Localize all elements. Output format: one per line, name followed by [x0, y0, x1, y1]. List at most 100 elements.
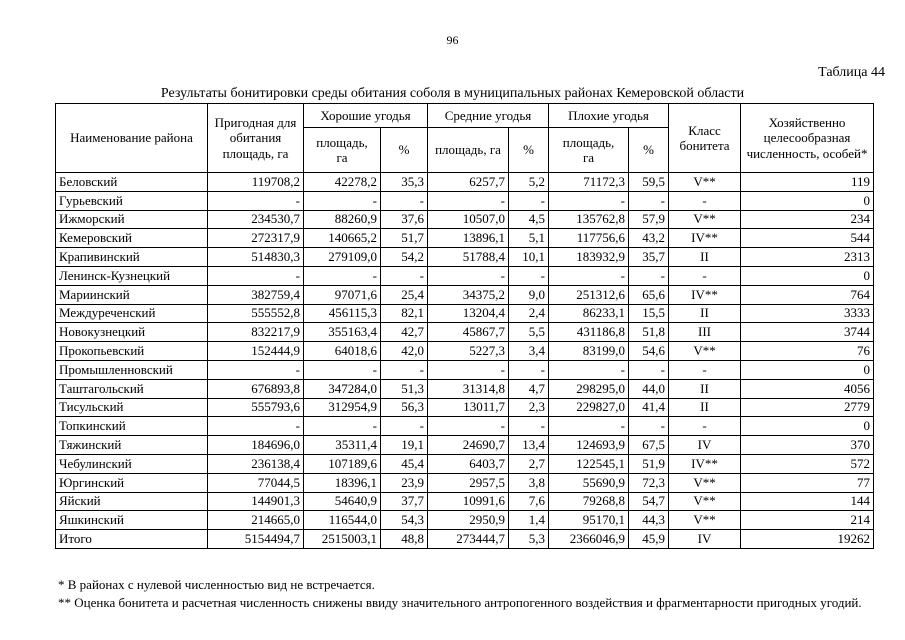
district-name: Гурьевский — [55, 190, 208, 211]
medium-area: 45867,7 — [427, 322, 509, 343]
header-poor-percent: % — [628, 127, 670, 173]
bonitet-class: IV** — [668, 453, 742, 474]
suitable-area: 5154494,7 — [207, 529, 304, 549]
district-name: Яйский — [55, 491, 208, 512]
footnotes: * В районах с нулевой численностью вид н… — [58, 576, 888, 612]
medium-area: 13896,1 — [427, 228, 509, 249]
poor-percent: - — [628, 359, 670, 380]
bonitet-class: IV** — [668, 284, 742, 305]
medium-area: - — [427, 190, 509, 211]
good-percent: 23,9 — [380, 472, 428, 493]
poor-percent: 51,8 — [628, 322, 670, 343]
header-good-percent: % — [380, 127, 428, 173]
good-percent: 42,7 — [380, 322, 428, 343]
economic-number: 119 — [740, 172, 875, 192]
good-area: 456115,3 — [303, 303, 381, 324]
district-name: Таштагольский — [55, 378, 208, 399]
total-row: Итого 5154494,7 2515003,1 48,8 273444,7 5,3 23… — [55, 529, 875, 549]
medium-area: 13204,4 — [427, 303, 509, 324]
poor-percent: 44,3 — [628, 510, 670, 531]
economic-number: 2313 — [740, 247, 875, 267]
bonitet-class: IV** — [668, 228, 742, 249]
suitable-area: 236138,4 — [207, 453, 304, 474]
medium-area: 6403,7 — [427, 453, 509, 474]
district-name: Новокузнецкий — [55, 322, 208, 343]
medium-area: 273444,7 — [427, 529, 509, 549]
page-number: 96 — [446, 33, 459, 47]
bonitet-class: V** — [668, 510, 742, 531]
suitable-area: 555793,6 — [207, 397, 304, 418]
suitable-area: - — [207, 190, 304, 211]
poor-percent: 65,6 — [628, 284, 670, 305]
district-name: Прокопьевский — [55, 341, 208, 361]
medium-area: 13011,7 — [427, 397, 509, 418]
medium-percent: 10,1 — [507, 247, 550, 267]
poor-percent: 54,7 — [628, 491, 670, 512]
header-poor-area: площадь, га — [548, 127, 630, 173]
district-name: Крапивинский — [55, 247, 208, 267]
medium-percent: 1,4 — [507, 510, 550, 531]
header-good-lands: Хорошие угодья — [303, 103, 428, 128]
poor-percent: 67,5 — [628, 435, 670, 455]
medium-percent: - — [507, 190, 550, 211]
good-area: - — [303, 190, 381, 211]
table-row: Чебулинский 236138,4 107189,6 45,4 6403,7 2,7… — [55, 453, 875, 474]
poor-area: 2366046,9 — [548, 529, 630, 549]
good-percent: 37,7 — [380, 491, 428, 512]
medium-percent: 13,4 — [507, 435, 550, 455]
poor-percent: 57,9 — [628, 209, 670, 230]
medium-percent: 5,3 — [507, 529, 550, 549]
bonitet-class: - — [668, 416, 742, 437]
economic-number: 764 — [740, 284, 875, 305]
suitable-area: 152444,9 — [207, 341, 304, 361]
good-area: 35311,4 — [303, 435, 381, 455]
bonitet-class: - — [668, 359, 742, 380]
economic-number: 214 — [740, 510, 875, 531]
poor-area: 183932,9 — [548, 247, 630, 267]
poor-area: 251312,6 — [548, 284, 630, 305]
table-row: Мариинский 382759,4 97071,6 25,4 34375,2 9,0 2… — [55, 284, 875, 305]
table-row: Юргинский 77044,5 18396,1 23,9 2957,5 3,8 5569… — [55, 472, 875, 493]
poor-area: 86233,1 — [548, 303, 630, 324]
suitable-area: 514830,3 — [207, 247, 304, 267]
suitable-area: 77044,5 — [207, 472, 304, 493]
good-percent: 25,4 — [380, 284, 428, 305]
medium-area: 2950,9 — [427, 510, 509, 531]
district-name: Междуреченский — [55, 303, 208, 324]
suitable-area: 676893,8 — [207, 378, 304, 399]
good-area: 347284,0 — [303, 378, 381, 399]
table-row: Ленинск-Кузнецкий - - - - - - - -0 — [55, 265, 875, 286]
bonitet-class: V** — [668, 172, 742, 192]
good-area: 355163,4 — [303, 322, 381, 343]
footnote-double-asterisk: ** Оценка бонитета и расчетная численнос… — [58, 595, 862, 611]
poor-percent: 45,9 — [628, 529, 670, 549]
good-percent: 51,3 — [380, 378, 428, 399]
economic-number: 77 — [740, 472, 875, 493]
good-area: 107189,6 — [303, 453, 381, 474]
economic-number: 370 — [740, 435, 875, 455]
poor-percent: 51,9 — [628, 453, 670, 474]
suitable-area: 832217,9 — [207, 322, 304, 343]
bonitet-class: - — [668, 265, 742, 286]
table-row: Яшкинский 214665,0 116544,0 54,3 2950,9 1,4 95… — [55, 510, 875, 531]
poor-area: 117756,6 — [548, 228, 630, 249]
medium-area: - — [427, 359, 509, 380]
table-row: Кемеровский 272317,9 140665,2 51,7 13896,1 5,… — [55, 228, 875, 249]
medium-percent: 5,5 — [507, 322, 550, 343]
table-row: Таштагольский 676893,8 347284,0 51,3 31314,8… — [55, 378, 875, 399]
economic-number: 0 — [740, 359, 875, 380]
header-bonitet-class: Класс бонитета — [668, 103, 742, 173]
good-area: 279109,0 — [303, 247, 381, 267]
table-row: Гурьевский - - - - - - - -0 — [55, 190, 875, 211]
district-name: Ленинск-Кузнецкий — [55, 265, 208, 286]
economic-number: 144 — [740, 491, 875, 512]
poor-area: 229827,0 — [548, 397, 630, 418]
medium-area: 6257,7 — [427, 172, 509, 192]
good-area: 312954,9 — [303, 397, 381, 418]
economic-number: 3333 — [740, 303, 875, 324]
suitable-area: 272317,9 — [207, 228, 304, 249]
good-area: - — [303, 359, 381, 380]
bonitet-table: Наименование района Пригодная для обитан… — [55, 103, 875, 549]
medium-area: 31314,8 — [427, 378, 509, 399]
